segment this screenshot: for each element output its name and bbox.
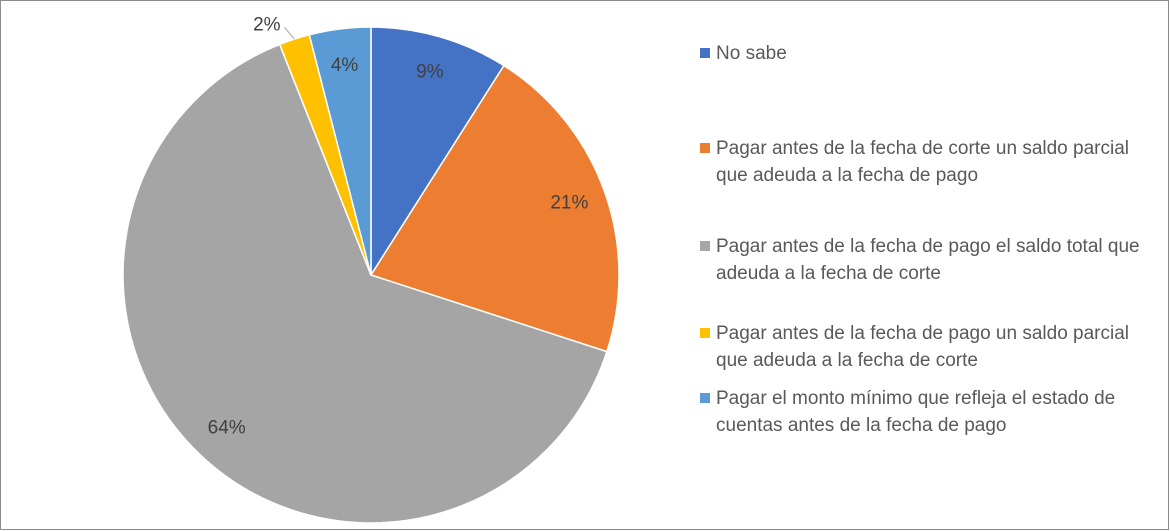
legend-item: Pagar el monto mínimo que refleja el est… <box>700 385 1160 439</box>
legend-label: Pagar antes de la fecha de corte un sald… <box>716 138 1129 186</box>
legend-swatch <box>700 393 710 403</box>
legend-label: Pagar antes de la fecha de pago el saldo… <box>716 236 1140 284</box>
legend-swatch <box>700 328 710 338</box>
legend-item: Pagar antes de la fecha de pago el saldo… <box>700 233 1160 287</box>
legend-swatch <box>700 241 710 251</box>
legend-swatch <box>700 48 710 58</box>
legend-label: Pagar el monto mínimo que refleja el est… <box>716 388 1116 436</box>
data-label: 64% <box>208 418 246 439</box>
legend-label: No sabe <box>716 43 787 64</box>
pie-slice <box>370 26 505 278</box>
pie-slice <box>122 43 608 524</box>
data-label: 4% <box>331 55 359 76</box>
legend-item: No sabe <box>700 40 1160 67</box>
leader-line <box>284 27 295 40</box>
legend-swatch <box>700 143 710 153</box>
pie-slice <box>369 64 620 353</box>
data-label: 9% <box>416 62 444 83</box>
legend-label: Pagar antes de la fecha de pago un saldo… <box>716 323 1130 371</box>
data-label: 2% <box>253 14 281 35</box>
data-label: 21% <box>550 193 588 214</box>
legend-item: Pagar antes de la fecha de corte un sald… <box>700 135 1160 189</box>
legend-item: Pagar antes de la fecha de pago un saldo… <box>700 320 1160 374</box>
pie-slice <box>308 26 372 276</box>
